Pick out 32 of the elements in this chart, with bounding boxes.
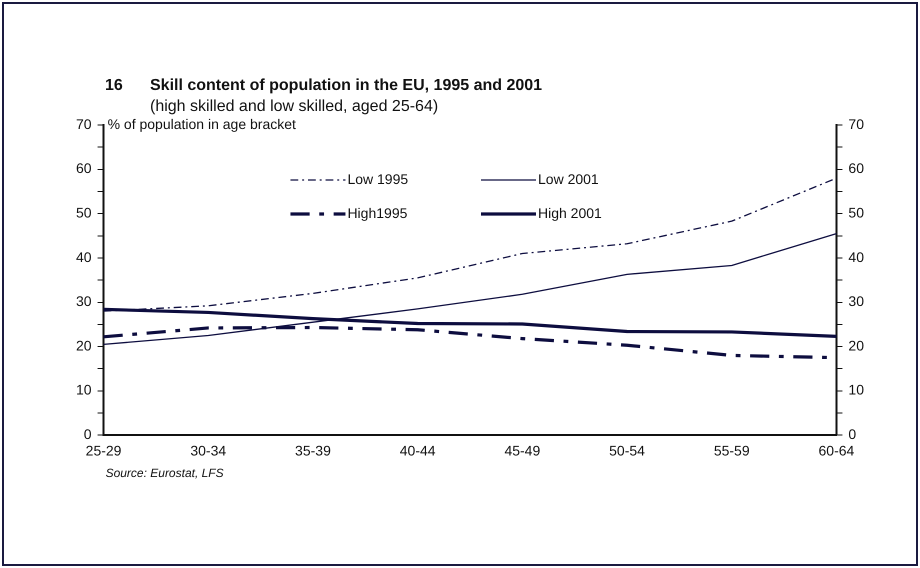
y-tick-label: 70 [76,116,92,132]
y2-tick-label: 50 [848,204,864,220]
y-tick-label: 10 [76,382,92,398]
y-tick-label: 20 [76,337,92,354]
legend-label: Low 2001 [538,170,599,187]
y2-tick-label: 60 [848,160,864,176]
y2-tick-label: 10 [848,382,864,398]
y2-tick-label: 40 [848,248,864,265]
y-tick-label: 40 [76,248,92,265]
y-tick-label: 60 [76,160,92,176]
legend-label: High 2001 [538,204,602,221]
x-tick-label: 50-54 [609,442,646,458]
x-tick-label: 45-49 [504,442,540,458]
source-note: Source: Eurostat, LFS [106,466,224,480]
y-tick-label: 30 [76,293,92,310]
x-tick-label: 25-29 [86,442,122,458]
y-axis-title: % of population in age bracket [108,116,296,132]
x-tick-label: 60-64 [818,442,855,458]
y2-tick-label: 20 [848,337,864,354]
legend-label: Low 1995 [347,170,408,187]
legend-label: High1995 [347,204,408,221]
y2-tick-label: 70 [848,116,864,132]
x-tick-label: 55-59 [714,442,750,458]
chart-subtitle: (high skilled and low skilled, aged 25-64) [150,98,438,115]
x-tick-label: 30-34 [190,442,226,458]
y2-tick-label: 0 [848,426,856,442]
y-tick-label: 50 [76,204,92,220]
y-tick-label: 0 [84,426,92,442]
y2-tick-label: 30 [848,293,864,310]
x-tick-label: 40-44 [400,442,436,458]
chart-title: 16 Skill content of population in the EU, 1995 and 2001 [105,77,542,94]
x-tick-label: 35-39 [295,442,332,458]
